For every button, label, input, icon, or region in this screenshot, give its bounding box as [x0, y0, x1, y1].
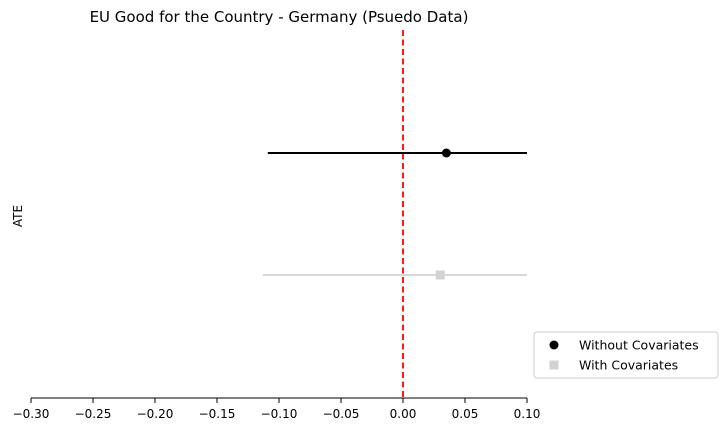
- x-tick-label: −0.30: [13, 407, 50, 421]
- point-marker: [435, 270, 445, 280]
- legend-box: [533, 331, 719, 379]
- x-tick-label: 0.00: [390, 407, 417, 421]
- marks: [262, 148, 527, 280]
- x-tick-label: −0.10: [261, 407, 298, 421]
- legend: Without Covariates With Covariates: [533, 331, 719, 379]
- x-tick-label: 0.05: [452, 407, 479, 421]
- x-tick-label: −0.05: [323, 407, 360, 421]
- legend-label: With Covariates: [579, 358, 678, 373]
- x-tick-label: 0.10: [514, 407, 541, 421]
- x-tick-label: −0.25: [75, 407, 112, 421]
- legend-marker: [549, 340, 559, 350]
- x-tick-label: −0.15: [199, 407, 236, 421]
- legend-label: Without Covariates: [579, 338, 699, 353]
- x-ticks: −0.30 −0.25 −0.20 −0.15 −0.10 −0.05 0.00 0.05 0.…: [13, 398, 541, 421]
- point-marker: [441, 148, 451, 158]
- legend-marker: [549, 360, 559, 370]
- x-tick-label: −0.20: [137, 407, 174, 421]
- chart-title: EU Good for the Country - Germany (Psued…: [90, 8, 469, 26]
- y-axis-label: ATE: [11, 205, 25, 227]
